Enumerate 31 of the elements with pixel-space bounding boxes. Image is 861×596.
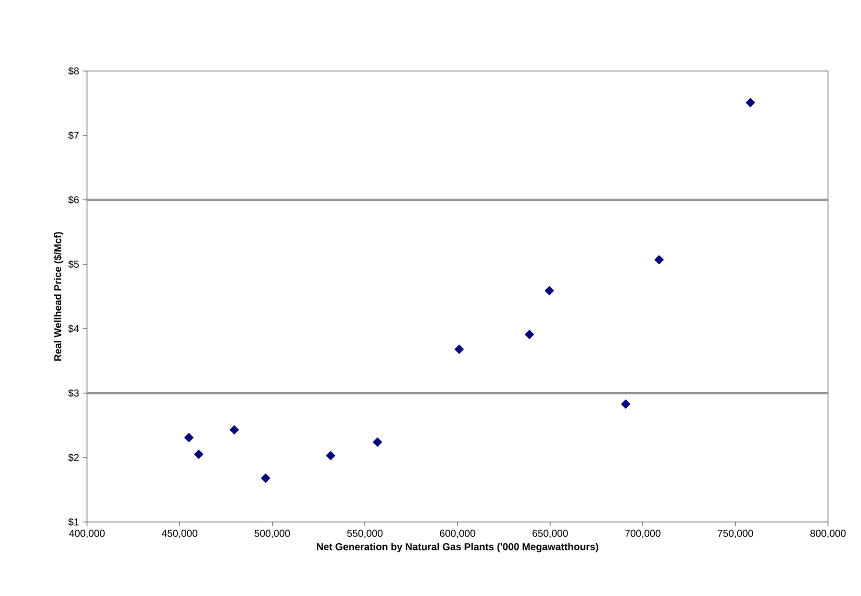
x-tick-label: 550,000	[347, 530, 383, 538]
x-tick-label: 450,000	[162, 530, 198, 538]
point	[746, 98, 756, 108]
x-tick-label: 750,000	[718, 530, 754, 538]
y-tick-label: $5	[68, 260, 79, 268]
point	[454, 344, 464, 354]
point	[620, 399, 630, 409]
point	[184, 432, 194, 442]
x-tick-label: 500,000	[254, 530, 290, 538]
point	[194, 450, 204, 460]
point	[544, 286, 554, 296]
y-tick-label: $6	[68, 196, 79, 204]
point	[326, 450, 336, 460]
y-tick-label: $3	[68, 389, 79, 398]
y-tick-label: $2	[68, 454, 79, 462]
y-axis-title: Real Wellhead Price ($/Mcf)	[54, 232, 64, 361]
point	[230, 425, 240, 435]
y-tick-label: $4	[68, 324, 79, 333]
x-tick-label: 650,000	[532, 530, 568, 538]
y-tick-label: $1	[68, 518, 79, 526]
point	[372, 437, 382, 447]
x-tick-label: 800,000	[810, 530, 846, 538]
x-tick-label: 400,000	[69, 530, 105, 538]
x-axis-title: Net Generation by Natural Gas Plants ('000 Megawatthours)	[316, 542, 598, 552]
point	[524, 330, 534, 340]
x-tick-label: 600,000	[440, 530, 476, 538]
y-tick-label: $8	[68, 66, 79, 76]
x-tick-label: 700,000	[625, 530, 660, 538]
point	[260, 473, 270, 483]
y-tick-label: $7	[68, 131, 79, 140]
point	[654, 255, 664, 264]
